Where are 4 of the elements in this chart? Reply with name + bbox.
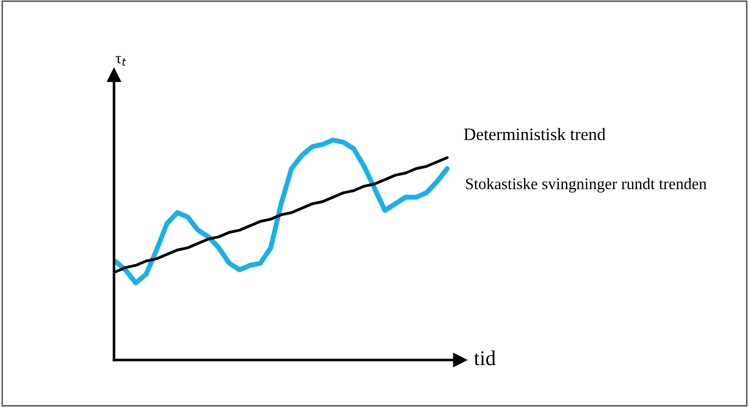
series-label: Deterministisk trend bbox=[464, 128, 606, 140]
x-axis-title: tid bbox=[474, 350, 496, 366]
series-label: Stokastiske svingninger rundt trenden bbox=[466, 178, 707, 193]
y-axis-title: τ$_{t}$ bbox=[116, 56, 126, 66]
